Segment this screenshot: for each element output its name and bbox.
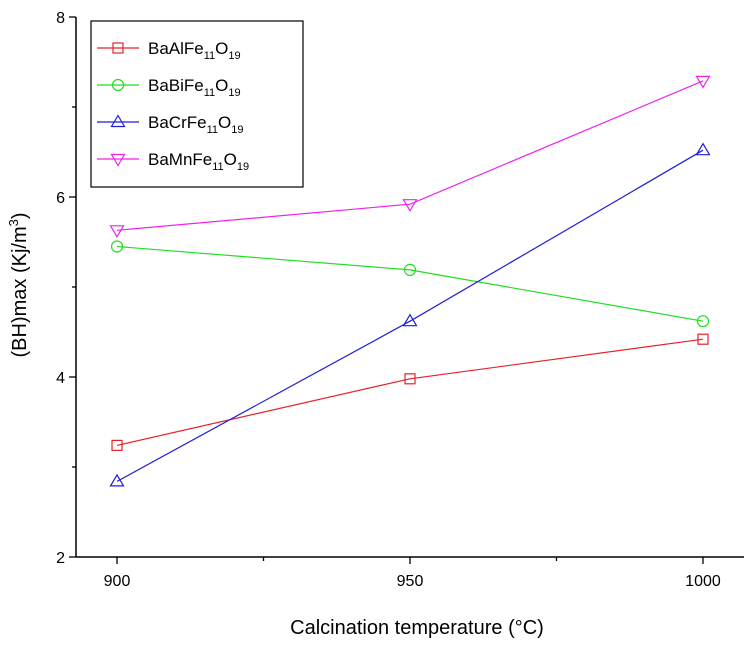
data-point [111, 439, 123, 451]
data-point [402, 199, 418, 212]
legend-swatch-marker [110, 153, 126, 167]
y-tick-label: 8 [56, 10, 65, 27]
data-point [109, 225, 125, 238]
series-BaAlFe11O19 [111, 333, 709, 451]
legend-swatch-marker [112, 42, 124, 54]
legend-item: BaBiFe11O19 [97, 76, 241, 99]
legend-swatch-marker [110, 114, 126, 128]
y-axis-title-close: ) [9, 212, 31, 219]
y-axis-title-main: (BH)max (Kj/m [9, 226, 31, 357]
legend: BaAlFe11O19 BaBiFe11O19 BaCrFe11O19 BaMnFe1… [90, 20, 304, 188]
series-line [116, 338, 704, 446]
data-point [696, 315, 710, 328]
legend-label: BaBiFe11O19 [148, 76, 241, 99]
y-tick-label: 4 [56, 370, 65, 387]
axes: 900 950 1000 2 4 6 8 [56, 10, 744, 590]
series-BaBiFe11O19 [110, 240, 710, 328]
x-tick-label: 1000 [685, 573, 721, 590]
data-point [109, 473, 125, 487]
y-axis-title: (BH)max (Kj/m3) [6, 212, 31, 357]
x-axis-title: Calcination temperature (°C) [290, 617, 544, 639]
series-line [116, 245, 704, 322]
x-tick-label: 950 [397, 573, 424, 590]
data-point [695, 142, 711, 156]
series-line [116, 149, 704, 482]
y-axis-title-superscript: 3 [6, 219, 21, 226]
series-line [116, 80, 704, 231]
legend-item: BaMnFe11O19 [97, 150, 249, 173]
data-point [695, 75, 711, 89]
series-BaCrFe11O19 [109, 142, 711, 487]
data-point [697, 333, 709, 345]
legend-item: BaCrFe11O19 [97, 113, 243, 136]
legend-item: BaAlFe11O19 [97, 39, 241, 62]
legend-label: BaAlFe11O19 [148, 39, 241, 62]
series-layer [109, 75, 711, 487]
data-point [404, 373, 416, 385]
legend-label: BaCrFe11O19 [148, 113, 243, 136]
legend-swatch-marker [111, 78, 125, 92]
data-point [403, 263, 417, 276]
x-tick-label: 900 [104, 573, 131, 590]
legend-label: BaMnFe11O19 [148, 150, 249, 173]
data-point [402, 313, 418, 327]
y-tick-label: 2 [56, 550, 65, 567]
series-BaMnFe11O19 [109, 75, 711, 238]
y-tick-label: 6 [56, 190, 65, 207]
data-point [110, 240, 124, 253]
